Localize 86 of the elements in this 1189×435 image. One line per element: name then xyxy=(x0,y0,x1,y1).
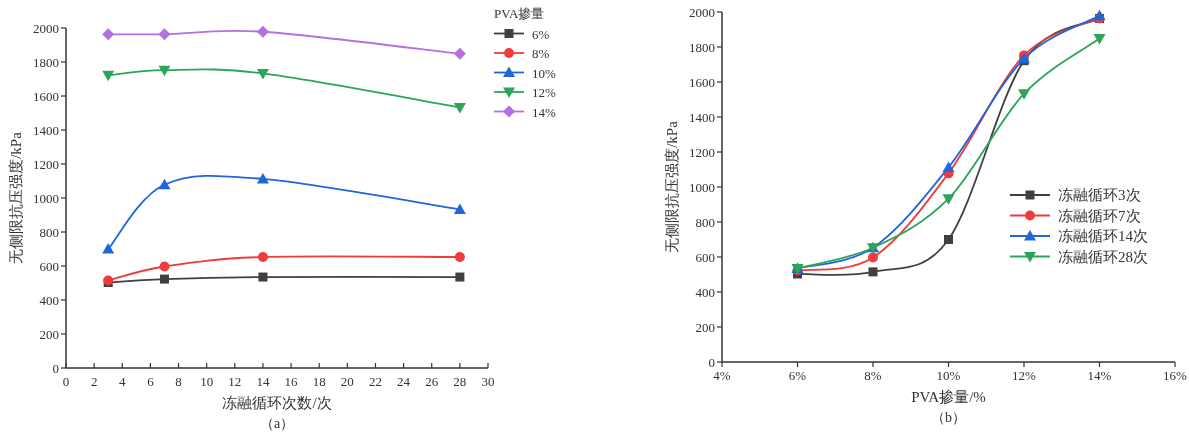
y-tick-label: 2000 xyxy=(689,4,715,20)
x-tick-label: 16 xyxy=(284,374,299,389)
y-tick-label: 1200 xyxy=(33,156,59,172)
legend-label: 6% xyxy=(532,26,550,42)
x-tick-label: 30 xyxy=(481,374,495,389)
point xyxy=(102,28,115,41)
point xyxy=(1018,89,1030,100)
x-tick-label: 4% xyxy=(713,368,731,383)
point xyxy=(102,243,115,254)
y-tick-label: 2000 xyxy=(33,20,59,36)
text: （b） xyxy=(931,410,966,425)
point xyxy=(455,272,465,282)
y-tick-label: 400 xyxy=(695,284,715,300)
point xyxy=(454,251,465,262)
point xyxy=(159,274,169,284)
y-tick-label: 1800 xyxy=(33,54,59,70)
x-tick-label: 0 xyxy=(62,374,70,389)
point xyxy=(258,272,268,282)
point xyxy=(1093,9,1106,21)
point xyxy=(942,161,955,172)
x-tick-label: 28 xyxy=(453,374,467,389)
legend-label: 10% xyxy=(532,65,556,81)
x-tick-label: 24 xyxy=(397,374,411,389)
point xyxy=(944,235,953,244)
legend-label: 冻融循环7次 xyxy=(1058,207,1141,224)
point xyxy=(868,252,878,263)
point xyxy=(102,70,115,82)
legend-label: 8% xyxy=(532,46,550,61)
y-axis-title: 无侧限抗压强度/kPa xyxy=(8,131,24,264)
legend-label: 12% xyxy=(532,85,556,100)
text: （a） xyxy=(259,416,295,431)
point xyxy=(158,178,171,190)
legend-label: 冻融循环14次 xyxy=(1058,228,1148,244)
y-tick-label: 600 xyxy=(39,258,59,274)
legend-title: PVA掺量 xyxy=(494,6,545,21)
x-tick-label: 12% xyxy=(1012,368,1037,383)
x-axis-title: PVA掺量/% xyxy=(911,389,986,405)
y-axis-title: 无侧限抗压强度/kPa xyxy=(664,120,680,253)
point xyxy=(453,102,466,114)
point xyxy=(868,267,878,277)
point xyxy=(256,172,269,184)
y-tick-label: 0 xyxy=(708,354,715,370)
y-tick-label: 800 xyxy=(39,224,59,240)
x-tick-label: 14 xyxy=(256,374,270,389)
point xyxy=(159,261,170,272)
x-tick-label: 14% xyxy=(1087,368,1112,383)
legend-label: 14% xyxy=(532,104,556,120)
x-tick-label: 22 xyxy=(368,374,382,389)
y-tick-label: 200 xyxy=(39,326,59,342)
x-tick-label: 8 xyxy=(175,374,182,389)
y-tick-label: 400 xyxy=(39,292,59,308)
x-axis-title: 冻融循环次数/次 xyxy=(222,395,332,411)
y-tick-label: 1400 xyxy=(33,122,59,138)
x-tick-label: 6% xyxy=(788,368,807,383)
point xyxy=(158,28,171,41)
point xyxy=(256,68,269,80)
y-tick-label: 1400 xyxy=(689,109,715,125)
y-tick-label: 200 xyxy=(695,319,715,335)
x-tick-label: 10% xyxy=(936,368,961,383)
x-tick-label: 10 xyxy=(200,374,214,389)
x-tick-label: 6 xyxy=(147,374,155,389)
x-tick-label: 18 xyxy=(312,374,326,389)
y-tick-label: 800 xyxy=(695,214,715,230)
point xyxy=(257,251,268,262)
legend-label: 冻融循环3次 xyxy=(1058,187,1141,203)
point xyxy=(453,47,466,60)
point xyxy=(1093,34,1106,45)
point xyxy=(256,25,269,38)
x-tick-label: 16% xyxy=(1163,368,1188,383)
x-tick-label: 4 xyxy=(119,374,127,389)
y-tick-label: 1800 xyxy=(689,39,715,55)
point xyxy=(158,65,171,77)
x-tick-label: 20 xyxy=(340,374,354,389)
y-tick-label: 1000 xyxy=(33,190,59,206)
y-tick-label: 1000 xyxy=(689,179,715,195)
x-tick-label: 2 xyxy=(90,374,98,389)
y-tick-label: 1600 xyxy=(33,88,59,104)
point xyxy=(942,194,955,205)
x-tick-label: 12 xyxy=(228,374,242,389)
y-tick-label: 1200 xyxy=(689,144,715,160)
point xyxy=(453,203,466,214)
y-tick-label: 1600 xyxy=(689,74,715,90)
x-tick-label: 8% xyxy=(864,368,882,383)
x-tick-label: 26 xyxy=(425,374,439,389)
legend-label: 冻融循环28次 xyxy=(1058,248,1148,265)
y-tick-label: 600 xyxy=(695,249,715,265)
